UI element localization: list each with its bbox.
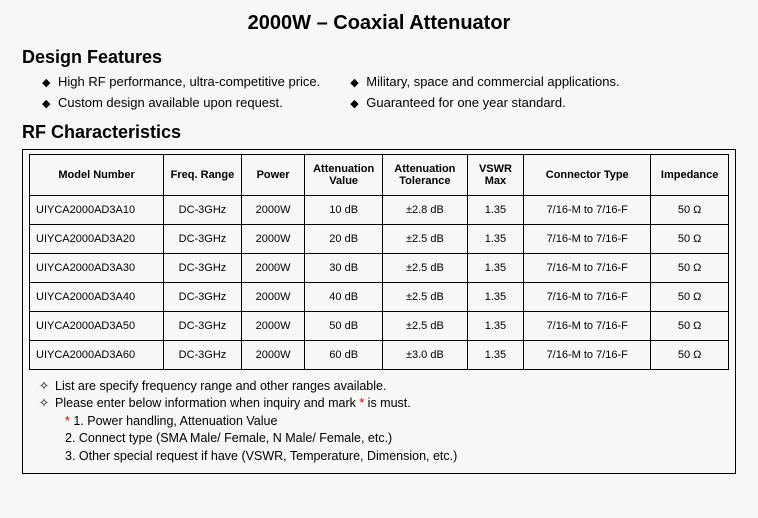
table-cell: 7/16-M to 7/16-F: [524, 340, 651, 369]
feature-text: Military, space and commercial applicati…: [366, 72, 619, 93]
feature-item: ◆ Military, space and commercial applica…: [350, 72, 619, 93]
table-cell: ±2.5 dB: [383, 253, 468, 282]
table-header-row: Model NumberFreq. RangePowerAttenuation …: [30, 154, 729, 195]
rf-characteristics-table: Model NumberFreq. RangePowerAttenuation …: [29, 154, 729, 370]
table-cell: 50 Ω: [651, 253, 729, 282]
diamond-icon: ◆: [350, 75, 366, 93]
table-cell: 7/16-M to 7/16-F: [524, 282, 651, 311]
table-cell: UIYCA2000AD3A20: [30, 224, 164, 253]
table-header-cell: Power: [241, 154, 305, 195]
table-body: UIYCA2000AD3A10DC-3GHz2000W10 dB±2.8 dB1…: [30, 195, 729, 369]
table-cell: UIYCA2000AD3A40: [30, 282, 164, 311]
table-header-cell: VSWR Max: [467, 154, 523, 195]
table-header-cell: Model Number: [30, 154, 164, 195]
table-row: UIYCA2000AD3A10DC-3GHz2000W10 dB±2.8 dB1…: [30, 195, 729, 224]
page-title: 2000W – Coaxial Attenuator: [22, 12, 736, 35]
table-cell: 50 Ω: [651, 282, 729, 311]
feature-text: Custom design available upon request.: [58, 93, 283, 114]
feature-item: ◆ High RF performance, ultra-competitive…: [42, 72, 320, 93]
note-bullet-icon: ✧: [33, 378, 55, 396]
table-cell: 1.35: [467, 195, 523, 224]
note-bullet-icon: ✧: [33, 395, 55, 413]
table-cell: 1.35: [467, 340, 523, 369]
table-cell: 40 dB: [305, 282, 383, 311]
table-cell: 2000W: [241, 311, 305, 340]
note-text: Please enter below information when inqu…: [55, 395, 411, 413]
table-cell: 1.35: [467, 253, 523, 282]
table-cell: 7/16-M to 7/16-F: [524, 253, 651, 282]
table-cell: 50 Ω: [651, 224, 729, 253]
table-cell: 20 dB: [305, 224, 383, 253]
table-head: Model NumberFreq. RangePowerAttenuation …: [30, 154, 729, 195]
table-row: UIYCA2000AD3A40DC-3GHz2000W40 dB±2.5 dB1…: [30, 282, 729, 311]
table-cell: 1.35: [467, 224, 523, 253]
datasheet-page: 2000W – Coaxial Attenuator Design Featur…: [0, 0, 758, 484]
note-subline: * 1. Power handling, Attenuation Value: [65, 413, 725, 431]
table-cell: DC-3GHz: [164, 340, 242, 369]
table-cell: ±2.8 dB: [383, 195, 468, 224]
feature-item: ◆ Custom design available upon request.: [42, 93, 320, 114]
table-cell: ±2.5 dB: [383, 224, 468, 253]
table-notes: ✧ List are specify frequency range and o…: [33, 378, 725, 466]
table-cell: DC-3GHz: [164, 253, 242, 282]
table-cell: 10 dB: [305, 195, 383, 224]
table-row: UIYCA2000AD3A30DC-3GHz2000W30 dB±2.5 dB1…: [30, 253, 729, 282]
features-col-left: ◆ High RF performance, ultra-competitive…: [42, 72, 320, 114]
diamond-icon: ◆: [42, 96, 58, 114]
table-header-cell: Attenuation Tolerance: [383, 154, 468, 195]
table-cell: 2000W: [241, 195, 305, 224]
table-cell: UIYCA2000AD3A10: [30, 195, 164, 224]
table-cell: 50 Ω: [651, 195, 729, 224]
note-subline: 3. Other special request if have (VSWR, …: [65, 448, 725, 466]
table-header-cell: Impedance: [651, 154, 729, 195]
table-cell: 7/16-M to 7/16-F: [524, 195, 651, 224]
table-cell: 30 dB: [305, 253, 383, 282]
table-cell: 2000W: [241, 282, 305, 311]
table-cell: 1.35: [467, 282, 523, 311]
table-header-cell: Connector Type: [524, 154, 651, 195]
table-cell: 50 Ω: [651, 340, 729, 369]
table-cell: UIYCA2000AD3A50: [30, 311, 164, 340]
table-row: UIYCA2000AD3A60DC-3GHz2000W60 dB±3.0 dB1…: [30, 340, 729, 369]
note-sub-text: 1. Power handling, Attenuation Value: [70, 414, 278, 428]
table-header-cell: Freq. Range: [164, 154, 242, 195]
table-cell: ±2.5 dB: [383, 311, 468, 340]
table-cell: 2000W: [241, 253, 305, 282]
note-text-part: Please enter below information when inqu…: [55, 396, 359, 410]
feature-item: ◆ Guaranteed for one year standard.: [350, 93, 619, 114]
note-text: List are specify frequency range and oth…: [55, 378, 386, 396]
table-cell: UIYCA2000AD3A30: [30, 253, 164, 282]
table-cell: DC-3GHz: [164, 195, 242, 224]
table-cell: 50 Ω: [651, 311, 729, 340]
features-col-right: ◆ Military, space and commercial applica…: [350, 72, 619, 114]
rf-characteristics-heading: RF Characteristics: [22, 122, 736, 143]
table-cell: DC-3GHz: [164, 282, 242, 311]
table-cell: 60 dB: [305, 340, 383, 369]
table-cell: DC-3GHz: [164, 311, 242, 340]
table-row: UIYCA2000AD3A20DC-3GHz2000W20 dB±2.5 dB1…: [30, 224, 729, 253]
note-subline: 2. Connect type (SMA Male/ Female, N Mal…: [65, 430, 725, 448]
table-cell: DC-3GHz: [164, 224, 242, 253]
table-cell: 1.35: [467, 311, 523, 340]
diamond-icon: ◆: [350, 96, 366, 114]
table-cell: 7/16-M to 7/16-F: [524, 311, 651, 340]
table-cell: 2000W: [241, 224, 305, 253]
table-cell: 50 dB: [305, 311, 383, 340]
table-cell: 7/16-M to 7/16-F: [524, 224, 651, 253]
diamond-icon: ◆: [42, 75, 58, 93]
note-text-part: is must.: [364, 396, 411, 410]
feature-text: Guaranteed for one year standard.: [366, 93, 565, 114]
features-list: ◆ High RF performance, ultra-competitive…: [42, 72, 736, 114]
design-features-heading: Design Features: [22, 47, 736, 68]
note-line: ✧ List are specify frequency range and o…: [33, 378, 725, 396]
table-header-cell: Attenuation Value: [305, 154, 383, 195]
note-line: ✧ Please enter below information when in…: [33, 395, 725, 413]
table-cell: ±3.0 dB: [383, 340, 468, 369]
table-cell: 2000W: [241, 340, 305, 369]
table-cell: UIYCA2000AD3A60: [30, 340, 164, 369]
rf-table-container: Model NumberFreq. RangePowerAttenuation …: [22, 149, 736, 475]
table-cell: ±2.5 dB: [383, 282, 468, 311]
table-row: UIYCA2000AD3A50DC-3GHz2000W50 dB±2.5 dB1…: [30, 311, 729, 340]
feature-text: High RF performance, ultra-competitive p…: [58, 72, 320, 93]
